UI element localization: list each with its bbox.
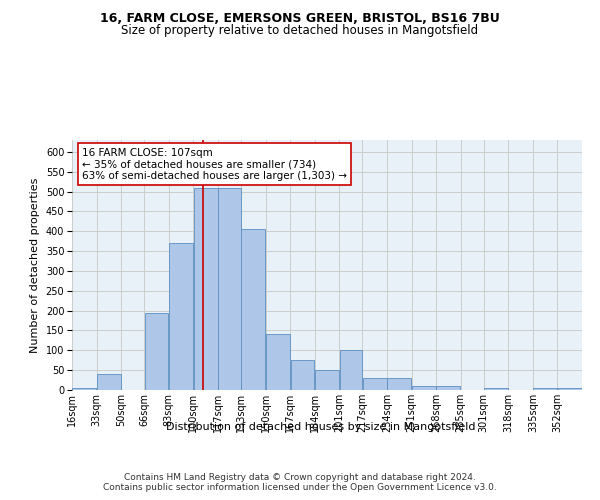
Bar: [241, 230, 265, 390]
Bar: [97, 374, 121, 390]
Bar: [558, 388, 581, 390]
Text: 16 FARM CLOSE: 107sqm
← 35% of detached houses are smaller (734)
63% of semi-det: 16 FARM CLOSE: 107sqm ← 35% of detached …: [82, 148, 347, 180]
Text: Size of property relative to detached houses in Mangotsfield: Size of property relative to detached ho…: [121, 24, 479, 37]
Bar: [145, 312, 169, 390]
Text: 16, FARM CLOSE, EMERSONS GREEN, BRISTOL, BS16 7BU: 16, FARM CLOSE, EMERSONS GREEN, BRISTOL,…: [100, 12, 500, 26]
Bar: [436, 386, 460, 390]
Bar: [315, 370, 339, 390]
Bar: [363, 378, 386, 390]
Bar: [533, 388, 557, 390]
Text: Contains HM Land Registry data © Crown copyright and database right 2024.
Contai: Contains HM Land Registry data © Crown c…: [103, 472, 497, 492]
Bar: [266, 334, 290, 390]
Bar: [484, 388, 508, 390]
Bar: [290, 360, 314, 390]
Bar: [412, 386, 436, 390]
Text: Distribution of detached houses by size in Mangotsfield: Distribution of detached houses by size …: [166, 422, 476, 432]
Bar: [388, 378, 411, 390]
Bar: [73, 388, 96, 390]
Bar: [340, 350, 362, 390]
Bar: [169, 243, 193, 390]
Y-axis label: Number of detached properties: Number of detached properties: [30, 178, 40, 352]
Bar: [218, 188, 241, 390]
Bar: [194, 188, 218, 390]
